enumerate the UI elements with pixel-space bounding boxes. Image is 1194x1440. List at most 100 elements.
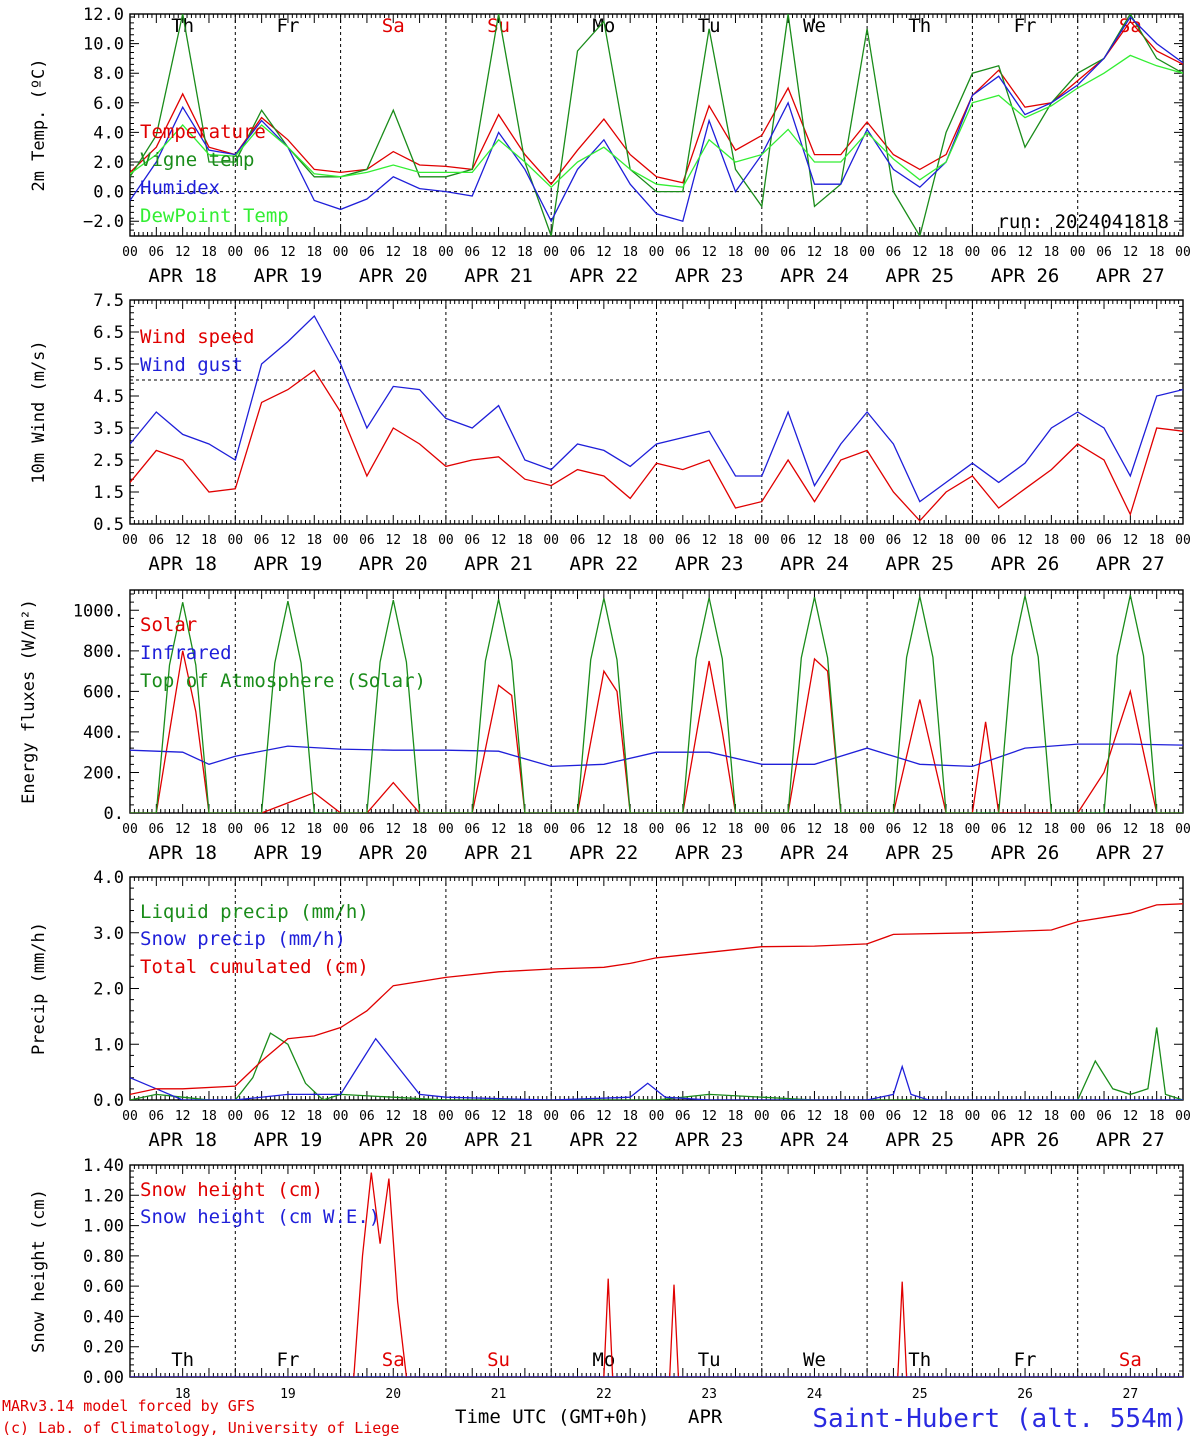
hour-tick-label: 18 <box>833 822 849 837</box>
day-label: APR 25 <box>885 1129 954 1151</box>
day-label: APR 25 <box>885 842 954 864</box>
legend-entry: Temperature <box>140 121 266 143</box>
hour-tick-label: 06 <box>1096 1109 1112 1124</box>
hour-tick-label: 06 <box>254 245 270 260</box>
hour-tick-label: 18 <box>728 533 744 548</box>
hour-tick-label: 12 <box>385 245 401 260</box>
day-label: APR 24 <box>780 1129 849 1151</box>
hour-tick-label: 18 <box>833 533 849 548</box>
day-label: APR 26 <box>991 1129 1060 1151</box>
hour-tick-label: 18 <box>938 245 954 260</box>
day-label: APR 19 <box>254 553 323 575</box>
hour-tick-label: 18 <box>306 533 322 548</box>
hour-tick-label: 06 <box>148 1109 164 1124</box>
series-group <box>130 14 1183 236</box>
day-label: APR 21 <box>464 265 533 287</box>
day-label: APR 22 <box>570 1129 639 1151</box>
hour-tick-label: 06 <box>148 245 164 260</box>
day-label: APR 27 <box>1096 842 1165 864</box>
day-label: APR 18 <box>148 265 217 287</box>
hour-tick-label: 12 <box>596 533 612 548</box>
legend-entry: Top of Atmosphere (Solar) <box>140 670 426 692</box>
weekday-label: Sa <box>382 15 405 37</box>
meteogram-footer: MARv3.14 model forced by GFS (c) Lab. of… <box>2 1397 1188 1437</box>
legend-entry: Snow height (cm) <box>140 1179 323 1201</box>
y-ticks <box>130 593 1183 814</box>
day-label: APR 19 <box>254 1129 323 1151</box>
weekday-label: Tu <box>698 1349 721 1371</box>
hour-tick-label: 00 <box>965 1109 981 1124</box>
legend-entry: Infrared <box>140 642 232 664</box>
hour-tick-label: 12 <box>701 1109 717 1124</box>
model-credit: MARv3.14 model forced by GFS <box>2 1397 255 1415</box>
weekday-label: Tu <box>698 15 721 37</box>
y-tick-label: 600. <box>83 682 124 702</box>
hour-tick-label: 00 <box>543 1109 559 1124</box>
hour-tick-label: 00 <box>1175 822 1191 837</box>
hour-tick-label: 12 <box>596 822 612 837</box>
hour-tick-label: 00 <box>965 533 981 548</box>
y-tick-label: 4.5 <box>93 387 124 407</box>
hour-tick-label: 06 <box>991 245 1007 260</box>
hour-tick-label: 00 <box>227 533 243 548</box>
plot-frame <box>129 299 1184 525</box>
legend-entry: Wind speed <box>140 326 254 348</box>
weekday-label: We <box>803 1349 826 1371</box>
y-tick-label: 4.0 <box>93 868 124 888</box>
x-axis-label: Time UTC (GMT+0h) <box>455 1406 649 1428</box>
hour-tick-label: 00 <box>1070 1109 1086 1124</box>
weekday-label: Th <box>171 1349 194 1371</box>
series-group <box>130 1172 1183 1377</box>
weekday-label: Sa <box>1119 15 1142 37</box>
day-number-label: 19 <box>280 1387 296 1402</box>
day-number-label: 24 <box>807 1387 823 1402</box>
hour-tick-label: 18 <box>938 822 954 837</box>
hour-tick-label: 00 <box>1175 1109 1191 1124</box>
hour-tick-label: 00 <box>754 1109 770 1124</box>
y-axis-label: 2m Temp. (ºC) <box>29 58 49 191</box>
day-label: APR 20 <box>359 1129 428 1151</box>
hour-tick-label: 00 <box>333 533 349 548</box>
hour-tick-label: 12 <box>1017 245 1033 260</box>
y-tick-label: 6.0 <box>93 94 124 114</box>
hour-tick-label: 18 <box>1044 533 1060 548</box>
series-line-snow-height-cm <box>130 1172 1183 1377</box>
hour-tick-label: 06 <box>1096 245 1112 260</box>
hour-tick-label: 00 <box>649 1109 665 1124</box>
hour-tick-label: 12 <box>491 1109 507 1124</box>
legend-entry: Total cumulated (cm) <box>140 956 369 978</box>
hour-tick-label: 06 <box>886 1109 902 1124</box>
hour-tick-label: 12 <box>1123 533 1139 548</box>
x-ticks <box>129 300 1184 524</box>
hour-tick-label: 12 <box>807 1109 823 1124</box>
hour-tick-label: 18 <box>306 1109 322 1124</box>
hour-tick-label: 18 <box>833 1109 849 1124</box>
hour-tick-label: 18 <box>938 1109 954 1124</box>
hour-tick-label: 12 <box>385 533 401 548</box>
hour-tick-label: 06 <box>464 1109 480 1124</box>
hour-tick-label: 06 <box>570 822 586 837</box>
weekday-label: Su <box>487 15 510 37</box>
day-label: APR 24 <box>780 842 849 864</box>
hour-tick-label: 06 <box>780 245 796 260</box>
day-label: APR 27 <box>1096 1129 1165 1151</box>
hour-tick-label: 00 <box>333 822 349 837</box>
y-tick-label: 1.00 <box>83 1217 124 1237</box>
hour-tick-label: 06 <box>886 533 902 548</box>
series-line-total-cumulated-cm <box>130 903 1183 1096</box>
hour-tick-label: 18 <box>201 533 217 548</box>
hour-tick-label: 12 <box>1017 533 1033 548</box>
day-label: APR 25 <box>885 553 954 575</box>
x-axis-month: APR <box>688 1406 723 1428</box>
weekday-label: Th <box>908 1349 931 1371</box>
hour-tick-label: 00 <box>122 245 138 260</box>
y-tick-label: 1.0 <box>93 1035 124 1055</box>
hour-tick-label: 18 <box>833 245 849 260</box>
hour-tick-label: 06 <box>991 1109 1007 1124</box>
meteogram-panels: 12.0 10.0 8.0 6.0 4.0 2.0 0.0 −2.0 2m Temp. (ºC)… <box>19 5 1191 1402</box>
hour-tick-label: 00 <box>754 822 770 837</box>
day-label: APR 19 <box>254 842 323 864</box>
day-label: APR 21 <box>464 842 533 864</box>
day-label: APR 26 <box>991 553 1060 575</box>
day-number-label: 23 <box>701 1387 717 1402</box>
